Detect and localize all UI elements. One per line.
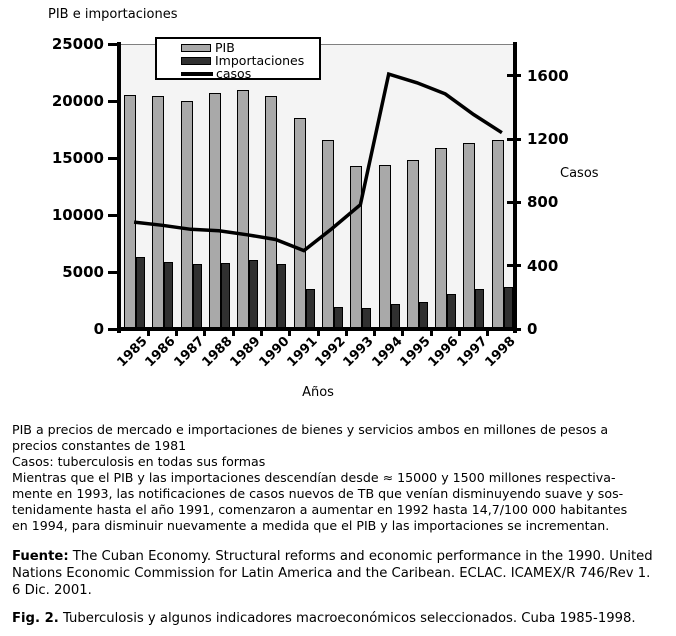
y-axis-label-right: 400	[527, 256, 559, 275]
pib-bar	[406, 160, 419, 329]
right-axis-title: Casos	[560, 166, 599, 181]
note-line: tenidamente hasta el año 1991, comenzaro…	[12, 502, 628, 517]
y-axis-label-left: 5000	[62, 263, 104, 281]
figure-caption: Fig. 2. Tuberculosis y algunos indicador…	[12, 611, 636, 626]
legend-label: PIB	[215, 40, 235, 55]
pib-bar	[180, 101, 193, 329]
y-axis-label-left: 20000	[51, 92, 104, 110]
chart-area: 0 5000 10000 15000 20000 25000 0 400 800 1200 1600…	[51, 35, 599, 400]
x-axis-tick	[373, 331, 377, 336]
figure-caption-label: Fig. 2.	[12, 611, 59, 626]
y-axis-label-right: 1600	[527, 66, 569, 85]
x-axis-tick	[231, 331, 235, 336]
pib-swatch	[181, 44, 211, 52]
plot-area	[120, 44, 513, 330]
pib-bar	[463, 143, 476, 329]
legend-label: casos	[216, 66, 252, 81]
source-line: 6 Dic. 2001.	[12, 582, 92, 598]
figure-caption-text: Tuberculosis y algunos indicadores macro…	[62, 611, 636, 626]
source-label: Fuente:	[12, 549, 69, 564]
importaciones-bar	[136, 257, 145, 329]
y-axis-right	[513, 42, 517, 333]
importaciones-bar	[390, 303, 400, 329]
pib-bar	[152, 96, 165, 329]
source-line: Fuente: The Cuban Economy. Structural re…	[12, 549, 653, 564]
y-axis-left	[117, 42, 121, 333]
legend-item-importaciones: Importaciones	[157, 53, 319, 68]
y-axis-tick-left	[108, 327, 120, 331]
x-axis	[117, 327, 517, 331]
pib-bar	[124, 95, 136, 329]
casos-line-swatch	[181, 72, 213, 76]
importaciones-bar	[334, 306, 343, 329]
chart-notes: PIB a precios de mercado e importaciones…	[12, 422, 627, 534]
x-axis-title: Años	[302, 385, 334, 400]
y-axis-label-right: 0	[527, 320, 538, 338]
importaciones-bar	[249, 259, 259, 329]
x-axis-tick	[259, 331, 263, 336]
importaciones-bar	[220, 262, 230, 329]
source-citation: Fuente: The Cuban Economy. Structural re…	[12, 549, 653, 599]
chart-title: PIB e importaciones	[48, 7, 178, 22]
x-axis-tick	[486, 331, 490, 336]
y-axis-label-right: 1200	[527, 130, 569, 148]
y-axis-tick-left	[108, 213, 120, 217]
pib-bar	[491, 139, 504, 329]
x-axis-tick	[175, 331, 179, 336]
pib-bar	[350, 166, 363, 329]
note-line: precios constantes de 1981	[12, 438, 187, 453]
note-line: Casos: tuberculosis en todas sus formas	[12, 454, 266, 469]
note-line: mente en 1993, las notificaciones de cas…	[12, 486, 624, 501]
note-line: en 1994, para disminuir nuevamente a med…	[12, 518, 610, 533]
x-axis-tick	[401, 331, 405, 336]
importaciones-bar	[305, 289, 315, 329]
pib-bar	[322, 139, 334, 329]
legend-item-casos: casos	[157, 66, 319, 81]
importaciones-bar	[447, 293, 457, 329]
pib-bar	[435, 147, 448, 329]
pib-bar	[208, 93, 221, 329]
pib-bar	[378, 164, 391, 329]
y-axis-tick-left	[108, 99, 120, 103]
legend: PIB Importaciones casos	[155, 37, 321, 80]
y-axis-label-left: 15000	[51, 149, 104, 167]
y-axis-tick-left	[108, 270, 120, 274]
importaciones-bar	[277, 264, 287, 329]
importaciones-bar	[475, 289, 485, 329]
legend-item-pib: PIB	[157, 40, 319, 55]
y-axis-tick-left	[108, 156, 120, 160]
x-axis-tick	[429, 331, 433, 336]
x-axis-tick	[316, 331, 320, 336]
importaciones-swatch	[181, 57, 211, 65]
y-axis-label-left: 25000	[51, 35, 104, 53]
pib-bar	[237, 89, 250, 329]
y-axis-label-right: 800	[527, 193, 559, 212]
source-line: Nations Economic Commission for Latin Am…	[12, 565, 651, 581]
x-axis-tick	[288, 331, 292, 336]
x-axis-tick	[344, 331, 348, 336]
x-axis-tick	[146, 331, 150, 336]
note-line: PIB a precios de mercado e importaciones…	[12, 422, 609, 437]
x-axis-tick	[203, 331, 207, 336]
importaciones-bar	[192, 264, 202, 329]
pib-bar	[293, 118, 306, 329]
legend-label: Importaciones	[215, 53, 305, 68]
importaciones-bar	[418, 301, 428, 329]
importaciones-bar	[503, 286, 513, 329]
importaciones-bar	[164, 262, 174, 329]
importaciones-bar	[362, 307, 372, 329]
y-axis-tick-left	[108, 42, 120, 46]
x-axis-tick	[457, 331, 461, 336]
pib-bar	[265, 96, 278, 329]
note-line: Mientras que el PIB y las importaciones …	[12, 470, 616, 485]
y-axis-label-left: 0	[93, 320, 104, 338]
y-axis-label-left: 10000	[51, 206, 104, 224]
